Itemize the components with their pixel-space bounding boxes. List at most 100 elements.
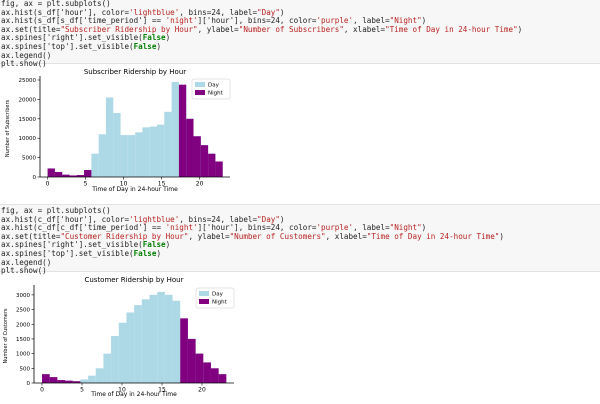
customer-histogram: 0 5 10 15 20 0 500 1000 1500 2000 2500 3000 Customer…	[3, 276, 235, 398]
legend-swatch-night	[195, 90, 205, 95]
night-bar	[215, 161, 223, 177]
legend-label: Day	[212, 292, 224, 298]
night-bar	[200, 145, 209, 177]
day-bar	[149, 294, 158, 383]
code-token: ax.hist(s_df[s_df['time_period'] ==	[1, 16, 166, 26]
y-tick-label: 2500	[16, 308, 30, 314]
night-bar	[195, 353, 204, 383]
day-bar	[103, 353, 112, 383]
code-token: , bins=24, label=	[179, 7, 258, 17]
chart-title: Subscriber Ridership by Hour	[84, 68, 186, 76]
figure-1: 0 5 10 15 20 0 5000 10000 15000 20000 25000 Subscri…	[0, 64, 300, 203]
code-line: plt.show()	[0, 59, 600, 69]
night-bar	[180, 318, 188, 383]
day-bar	[171, 81, 179, 177]
code-token: "Customer Ridership by Hour"	[60, 231, 189, 241]
day-bar	[88, 375, 96, 383]
code-token: plt.show()	[1, 266, 47, 276]
code-line: ax.hist(c_df[c_df['time_period'] == 'nig…	[0, 223, 600, 233]
code-token: False	[142, 33, 166, 43]
code-line: ax.set(title="Subscriber Ridership by Ho…	[0, 24, 600, 35]
y-tick-label: 15000	[19, 117, 37, 123]
code-token: 'night'	[165, 223, 198, 233]
code-token: "Day"	[257, 214, 280, 224]
legend-swatch-day	[199, 291, 209, 296]
code-token: ax.hist(s_df['hour'], color=	[1, 7, 130, 17]
day-bar	[126, 312, 135, 383]
night-bar	[54, 171, 63, 177]
y-tick-label: 1000	[16, 352, 30, 358]
code-token: )	[279, 214, 285, 224]
code-token: ax.hist(c_df['hour'], color=	[1, 214, 130, 224]
code-token: "Night"	[389, 16, 422, 26]
code-line: ax.hist(c_df['hour'], color='lightblue',…	[0, 214, 600, 225]
x-axis-label: Time of Day in 24-hour Time	[90, 391, 177, 398]
day-bar	[80, 379, 89, 383]
code-token: ax.set(title=	[1, 24, 61, 34]
night-bar	[76, 175, 85, 177]
x-tick-label: 5	[84, 181, 88, 188]
legend-label: Night	[208, 91, 224, 97]
code-token: , ylabel=	[197, 24, 239, 34]
y-tick-label: 1500	[16, 337, 30, 343]
y-tick-label: 2000	[16, 322, 30, 328]
code-token: ]['hour'], bins=24, color=	[197, 223, 317, 233]
code-token: ]['hour'], bins=24, color=	[197, 16, 317, 26]
code-token: ax.legend()	[1, 50, 52, 60]
code-line: ax.legend()	[0, 50, 600, 61]
code-cell-2[interactable]: fig, ax = plt.subplots() ax.hist(c_df['ho…	[0, 204, 600, 275]
day-bar	[157, 124, 165, 177]
code-token: , bins=24, label=	[179, 214, 258, 224]
night-bar	[178, 84, 187, 177]
code-token: , ylabel=	[188, 231, 230, 241]
day-bar	[127, 135, 136, 177]
night-bar	[72, 381, 81, 383]
x-tick-label: 20	[198, 387, 206, 394]
night-bar	[69, 175, 77, 177]
x-axis-label: Time of Day in 24-hour Time	[91, 186, 178, 193]
figure-2: 0 5 10 15 20 0 500 1000 1500 2000 2500 3000 Customer…	[0, 272, 300, 404]
night-bar	[218, 374, 227, 383]
code-token: , xlabel=	[343, 24, 386, 34]
x-tick-label: 10	[118, 387, 126, 394]
day-bar	[113, 112, 121, 177]
code-line: fig, ax = plt.subplots()	[0, 206, 600, 216]
code-token: fig, ax = plt.subplots()	[1, 206, 111, 215]
night-bar	[47, 168, 55, 177]
code-line: ax.set(title="Customer Ridership by Hour…	[0, 231, 600, 242]
code-token: 'purple'	[316, 223, 354, 233]
day-bar	[164, 111, 172, 177]
code-token: "Night"	[389, 223, 422, 233]
code-token: , label=	[353, 223, 390, 233]
code-cell-1[interactable]: fig, ax = plt.subplots() ax.hist(s_df['ho…	[0, 0, 600, 68]
day-bar	[118, 322, 127, 383]
code-token: 'night'	[165, 16, 198, 26]
night-bar	[49, 377, 58, 383]
code-line: ax.spines['right'].set_visible(False)	[0, 241, 600, 250]
code-token: "Time of Day in 24-hour Time"	[366, 231, 500, 241]
y-tick-label: 0	[33, 175, 37, 181]
night-bar	[208, 153, 216, 177]
x-tick-label: 15	[158, 181, 166, 188]
code-line: ax.hist(s_df[s_df['time_period'] == 'nig…	[0, 16, 600, 26]
night-bar	[57, 380, 66, 383]
y-axis-label: Number of Subscribers	[5, 99, 11, 157]
code-line: ax.legend()	[0, 258, 600, 268]
legend-swatch-day	[195, 82, 205, 87]
day-bar	[157, 291, 165, 383]
code-token: , xlabel=	[325, 231, 367, 241]
code-token: )	[517, 24, 523, 34]
day-bar	[120, 135, 128, 177]
day-bar	[149, 126, 158, 177]
day-bar	[141, 299, 150, 383]
code-token: False	[133, 248, 157, 258]
legend-swatch-night	[199, 299, 209, 304]
night-bar	[42, 374, 50, 383]
code-line: plt.show()	[0, 266, 600, 276]
day-bar	[105, 97, 114, 177]
y-tick-label: 5000	[22, 156, 36, 162]
code-token: "Time of Day in 24-hour Time"	[385, 24, 518, 34]
code-token: plt.show()	[1, 59, 47, 69]
night-bar	[84, 170, 92, 177]
night-bar	[193, 136, 201, 177]
